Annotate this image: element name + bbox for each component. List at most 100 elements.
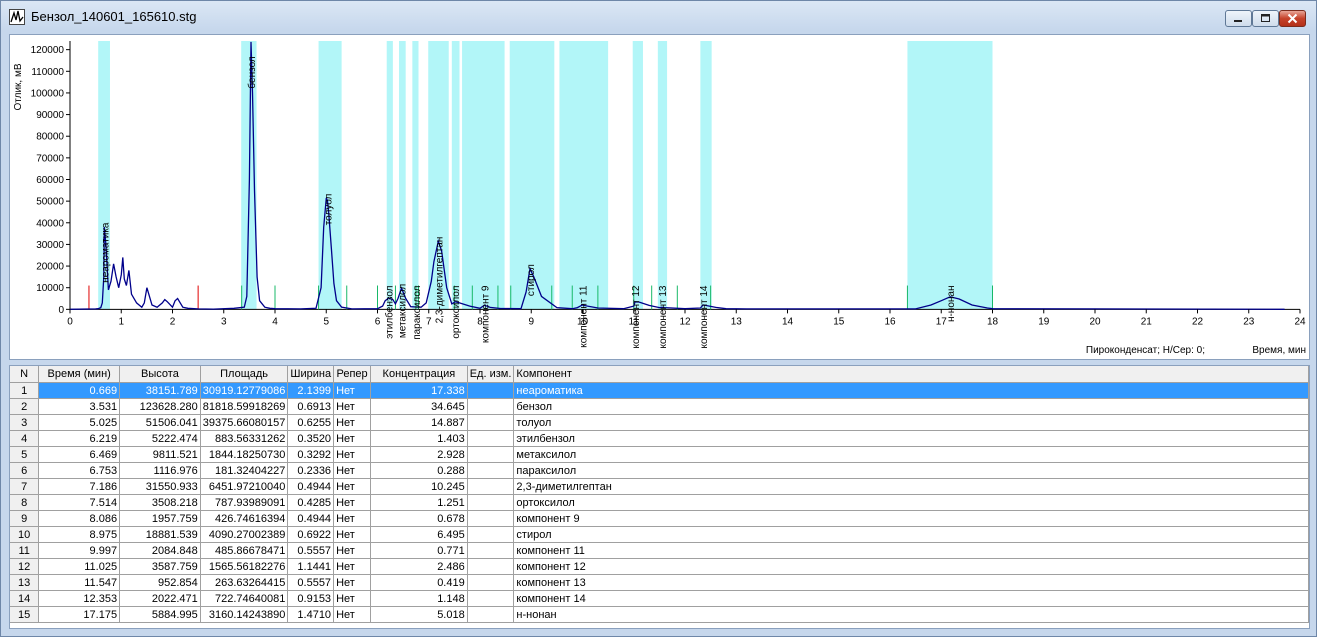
table-cell[interactable]: 0.4285 [287, 494, 335, 511]
row-number[interactable]: 3 [10, 414, 40, 431]
row-number[interactable]: 10 [10, 526, 40, 543]
table-cell[interactable] [467, 462, 515, 479]
table-cell[interactable]: 0.3292 [287, 446, 335, 463]
table-cell[interactable]: 2.1399 [287, 382, 335, 399]
table-cell[interactable]: 6.219 [38, 430, 121, 447]
row-number[interactable]: 7 [10, 478, 40, 495]
table-cell[interactable]: 1957.759 [119, 510, 201, 527]
column-header[interactable]: Репер [333, 366, 372, 383]
table-cell[interactable]: Нет [333, 398, 372, 415]
table-cell[interactable]: 0.669 [38, 382, 121, 399]
table-cell[interactable]: 1.403 [370, 430, 468, 447]
table-cell[interactable]: 17.175 [38, 606, 121, 623]
column-header[interactable]: Ед. изм. [467, 366, 515, 383]
table-cell[interactable]: Нет [333, 542, 372, 559]
table-cell[interactable]: компонент 11 [513, 542, 1309, 559]
table-row[interactable]: 9 8.086 1957.759 426.74616394 0.4944 Нет 0.678… [10, 510, 1309, 527]
table-cell[interactable] [467, 478, 515, 495]
maximize-button[interactable] [1252, 10, 1279, 27]
table-cell[interactable]: 0.6255 [287, 414, 335, 431]
title-bar[interactable]: Бензол_140601_165610.stg [1, 1, 1316, 31]
table-cell[interactable]: 1.4710 [287, 606, 335, 623]
table-cell[interactable]: 3160.14243890 [200, 606, 289, 623]
table-cell[interactable]: 6.495 [370, 526, 468, 543]
table-cell[interactable]: 30919.12779086 [200, 382, 289, 399]
row-number[interactable]: 9 [10, 510, 40, 527]
table-cell[interactable]: 11.547 [38, 574, 121, 591]
table-cell[interactable]: неароматика [513, 382, 1309, 399]
table-cell[interactable]: 0.771 [370, 542, 468, 559]
table-row[interactable]: 4 6.219 5222.474 883.56331262 0.3520 Нет 1.403… [10, 430, 1309, 447]
table-row[interactable]: 5 6.469 9811.521 1844.18250730 0.3292 Нет 2.92… [10, 446, 1309, 463]
table-cell[interactable] [467, 430, 515, 447]
row-number[interactable]: 6 [10, 462, 40, 479]
table-cell[interactable]: 0.2336 [287, 462, 335, 479]
table-row[interactable]: 15 17.175 5884.995 3160.14243890 1.4710 Нет 5.… [10, 606, 1309, 623]
table-row[interactable]: 13 11.547 952.854 263.63264415 0.5557 Нет 0.41… [10, 574, 1309, 591]
table-cell[interactable]: ортоксилол [513, 494, 1309, 511]
table-cell[interactable]: 6.469 [38, 446, 121, 463]
table-cell[interactable]: компонент 14 [513, 590, 1309, 607]
table-cell[interactable]: 17.338 [370, 382, 468, 399]
table-cell[interactable] [467, 526, 515, 543]
table-cell[interactable]: н-нонан [513, 606, 1309, 623]
table-cell[interactable]: Нет [333, 430, 372, 447]
table-cell[interactable]: 263.63264415 [200, 574, 289, 591]
table-cell[interactable]: Нет [333, 494, 372, 511]
table-cell[interactable]: 0.419 [370, 574, 468, 591]
table-cell[interactable]: 1116.976 [119, 462, 201, 479]
chromatogram-panel[interactable]: 0 1 2 3 4 5 6 7 8 9 10 11 12 13 14 15 16 17 18 19 20 21 22 23 24… [9, 34, 1310, 360]
minimize-button[interactable] [1225, 10, 1252, 27]
table-cell[interactable]: 81818.59918269 [200, 398, 289, 415]
table-cell[interactable]: 14.887 [370, 414, 468, 431]
table-cell[interactable] [467, 542, 515, 559]
table-cell[interactable]: 9.997 [38, 542, 121, 559]
table-cell[interactable]: Нет [333, 414, 372, 431]
table-cell[interactable]: Нет [333, 606, 372, 623]
table-cell[interactable]: метаксилол [513, 446, 1309, 463]
table-cell[interactable]: Нет [333, 462, 372, 479]
table-cell[interactable]: 10.245 [370, 478, 468, 495]
table-cell[interactable]: 6.753 [38, 462, 121, 479]
table-row[interactable]: 14 12.353 2022.471 722.74640081 0.9153 Нет 1.1… [10, 590, 1309, 607]
table-cell[interactable]: 5222.474 [119, 430, 201, 447]
table-cell[interactable] [467, 382, 515, 399]
table-row[interactable]: 7 7.186 31550.933 6451.97210040 0.4944 Нет 10.… [10, 478, 1309, 495]
table-cell[interactable]: 1844.18250730 [200, 446, 289, 463]
table-cell[interactable]: 2.928 [370, 446, 468, 463]
table-cell[interactable] [467, 414, 515, 431]
column-header[interactable]: Ширина [287, 366, 335, 383]
column-header[interactable]: Высота [119, 366, 201, 383]
table-cell[interactable]: 39375.66080157 [200, 414, 289, 431]
table-cell[interactable]: 1.251 [370, 494, 468, 511]
table-cell[interactable] [467, 558, 515, 575]
table-cell[interactable]: 2022.471 [119, 590, 201, 607]
column-header[interactable]: N [10, 366, 40, 383]
table-row[interactable]: 6 6.753 1116.976 181.32404227 0.2336 Нет 0.288… [10, 462, 1309, 479]
table-cell[interactable]: 181.32404227 [200, 462, 289, 479]
table-cell[interactable]: компонент 13 [513, 574, 1309, 591]
table-cell[interactable]: 31550.933 [119, 478, 201, 495]
table-cell[interactable]: 0.4944 [287, 478, 335, 495]
table-cell[interactable]: 5.018 [370, 606, 468, 623]
table-cell[interactable]: 5.025 [38, 414, 121, 431]
table-cell[interactable]: 9811.521 [119, 446, 201, 463]
row-number[interactable]: 14 [10, 590, 40, 607]
row-number[interactable]: 11 [10, 542, 40, 559]
table-cell[interactable]: 2.486 [370, 558, 468, 575]
table-cell[interactable]: Нет [333, 446, 372, 463]
table-cell[interactable]: 0.678 [370, 510, 468, 527]
table-cell[interactable]: 0.5557 [287, 542, 335, 559]
row-number[interactable]: 8 [10, 494, 40, 511]
table-cell[interactable]: 722.74640081 [200, 590, 289, 607]
table-cell[interactable]: 7.186 [38, 478, 121, 495]
table-cell[interactable]: 0.5557 [287, 574, 335, 591]
row-number[interactable]: 13 [10, 574, 40, 591]
table-cell[interactable]: компонент 9 [513, 510, 1309, 527]
column-header[interactable]: Площадь [200, 366, 289, 383]
table-cell[interactable]: 12.353 [38, 590, 121, 607]
chromatogram-chart[interactable]: 0 1 2 3 4 5 6 7 8 9 10 11 12 13 14 15 16 17 18 19 20 21 22 23 24… [10, 35, 1309, 359]
table-cell[interactable]: 0.288 [370, 462, 468, 479]
row-number[interactable]: 15 [10, 606, 40, 623]
table-cell[interactable]: 3587.759 [119, 558, 201, 575]
